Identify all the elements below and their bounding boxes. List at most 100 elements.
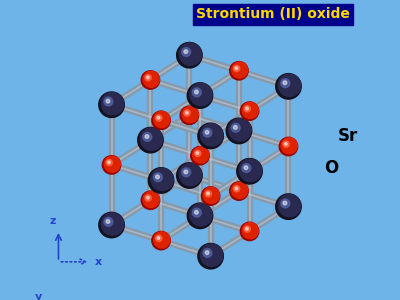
Circle shape bbox=[202, 187, 220, 205]
Circle shape bbox=[242, 223, 258, 239]
Circle shape bbox=[152, 111, 170, 130]
Circle shape bbox=[101, 213, 124, 235]
Circle shape bbox=[284, 142, 287, 145]
Circle shape bbox=[141, 71, 160, 89]
Circle shape bbox=[156, 115, 162, 121]
Circle shape bbox=[179, 163, 202, 186]
Circle shape bbox=[194, 210, 198, 214]
Circle shape bbox=[242, 102, 258, 119]
Text: Sr: Sr bbox=[338, 127, 358, 145]
Circle shape bbox=[104, 156, 120, 172]
Circle shape bbox=[101, 92, 124, 115]
Circle shape bbox=[186, 111, 188, 114]
Circle shape bbox=[244, 166, 248, 169]
Circle shape bbox=[143, 71, 159, 87]
Circle shape bbox=[244, 106, 250, 112]
Circle shape bbox=[203, 248, 212, 257]
Circle shape bbox=[230, 182, 248, 200]
Circle shape bbox=[240, 102, 259, 120]
Circle shape bbox=[235, 67, 238, 70]
Text: Strontium (II) oxide: Strontium (II) oxide bbox=[196, 7, 350, 21]
Circle shape bbox=[276, 74, 301, 99]
Circle shape bbox=[240, 222, 259, 241]
Circle shape bbox=[143, 191, 159, 208]
Circle shape bbox=[156, 175, 160, 179]
Circle shape bbox=[194, 90, 198, 94]
Circle shape bbox=[234, 125, 237, 129]
Circle shape bbox=[145, 74, 151, 81]
Circle shape bbox=[229, 119, 251, 141]
Circle shape bbox=[190, 83, 212, 106]
Circle shape bbox=[184, 110, 190, 116]
Text: O: O bbox=[324, 159, 338, 177]
Circle shape bbox=[154, 232, 170, 248]
Circle shape bbox=[157, 116, 160, 119]
Circle shape bbox=[154, 112, 170, 128]
Circle shape bbox=[200, 124, 223, 146]
Circle shape bbox=[200, 244, 223, 266]
Circle shape bbox=[278, 74, 301, 97]
Circle shape bbox=[246, 107, 248, 110]
Circle shape bbox=[184, 50, 188, 53]
Circle shape bbox=[102, 156, 121, 174]
Circle shape bbox=[138, 128, 163, 153]
Circle shape bbox=[154, 173, 162, 182]
Circle shape bbox=[177, 43, 202, 68]
Circle shape bbox=[106, 99, 110, 103]
Circle shape bbox=[279, 137, 298, 156]
Circle shape bbox=[191, 146, 209, 165]
Circle shape bbox=[242, 164, 251, 172]
Circle shape bbox=[108, 161, 110, 164]
Circle shape bbox=[283, 201, 287, 205]
Circle shape bbox=[281, 199, 290, 208]
Circle shape bbox=[106, 159, 112, 166]
Circle shape bbox=[235, 187, 238, 190]
Circle shape bbox=[198, 123, 223, 148]
Circle shape bbox=[104, 218, 113, 226]
Circle shape bbox=[281, 79, 290, 88]
Circle shape bbox=[196, 152, 199, 154]
Circle shape bbox=[146, 76, 149, 79]
Circle shape bbox=[145, 195, 151, 201]
Circle shape bbox=[104, 97, 113, 106]
Circle shape bbox=[99, 92, 124, 118]
Circle shape bbox=[278, 194, 301, 217]
Circle shape bbox=[140, 128, 163, 150]
Circle shape bbox=[182, 168, 191, 177]
Circle shape bbox=[106, 220, 110, 224]
Circle shape bbox=[226, 118, 252, 144]
Circle shape bbox=[232, 62, 248, 78]
Circle shape bbox=[187, 203, 213, 229]
Circle shape bbox=[281, 138, 297, 154]
Circle shape bbox=[180, 106, 198, 124]
Circle shape bbox=[148, 168, 174, 193]
Circle shape bbox=[184, 170, 188, 174]
Circle shape bbox=[239, 159, 262, 182]
Text: z: z bbox=[50, 217, 56, 226]
Circle shape bbox=[192, 208, 201, 217]
Circle shape bbox=[205, 190, 212, 197]
Circle shape bbox=[203, 128, 212, 137]
Circle shape bbox=[99, 212, 124, 238]
Circle shape bbox=[146, 196, 149, 199]
Circle shape bbox=[244, 226, 250, 232]
Circle shape bbox=[190, 204, 212, 226]
Circle shape bbox=[230, 61, 248, 80]
Circle shape bbox=[234, 186, 240, 192]
Circle shape bbox=[198, 243, 223, 269]
Circle shape bbox=[192, 88, 201, 97]
Text: x: x bbox=[94, 257, 102, 267]
Circle shape bbox=[145, 135, 149, 139]
Circle shape bbox=[232, 182, 248, 198]
Circle shape bbox=[276, 194, 301, 219]
Circle shape bbox=[182, 48, 191, 56]
Circle shape bbox=[246, 227, 248, 230]
Circle shape bbox=[151, 168, 173, 190]
Circle shape bbox=[141, 191, 160, 209]
Circle shape bbox=[231, 123, 240, 132]
Circle shape bbox=[205, 130, 209, 134]
Circle shape bbox=[182, 106, 198, 123]
Circle shape bbox=[283, 141, 289, 147]
Circle shape bbox=[143, 133, 152, 141]
Circle shape bbox=[207, 192, 210, 195]
